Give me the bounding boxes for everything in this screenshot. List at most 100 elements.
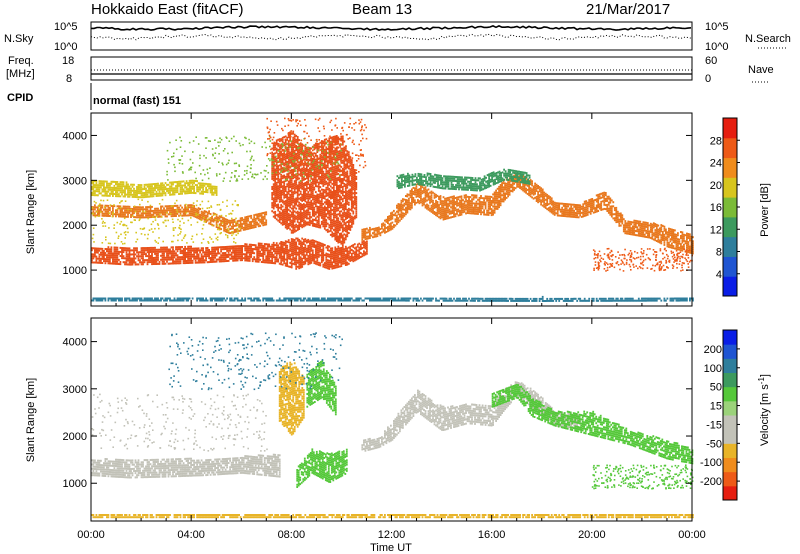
power-cell: [233, 249, 236, 252]
power-cell: [196, 184, 198, 187]
power-cell: [140, 249, 143, 252]
power-cell: [241, 249, 243, 251]
power-cell: [414, 199, 416, 202]
power-cell: [325, 256, 328, 259]
power-cell: [266, 257, 269, 260]
power-cell: [130, 193, 132, 196]
power-cell: [310, 208, 313, 211]
power-cell: [133, 195, 135, 198]
power-cell: [296, 170, 299, 173]
power-cell: [203, 255, 206, 258]
power-cell: [344, 249, 347, 252]
power-cell: [307, 201, 310, 204]
power-cell: [133, 216, 135, 219]
power-cell: [155, 184, 158, 187]
power-cell: [227, 253, 230, 256]
power-cell: [155, 207, 158, 210]
power-cell: [191, 259, 194, 262]
power-cell: [181, 186, 183, 189]
power-cell: [292, 221, 295, 224]
power-cell: [91, 247, 93, 250]
power-cell: [197, 186, 200, 189]
power-cell: [296, 194, 299, 197]
power-cell: [284, 244, 287, 247]
power-cell: [155, 213, 158, 216]
power-cell: [280, 253, 283, 256]
power-cell: [274, 248, 277, 251]
power-cell: [134, 191, 137, 194]
power-cell: [226, 247, 228, 250]
power-cell: [154, 211, 156, 214]
power-cell: [310, 196, 313, 198]
power-cell: [304, 167, 307, 170]
power-cell: [166, 250, 168, 253]
power-cell: [236, 257, 239, 260]
power-cell: [161, 254, 164, 257]
power-cell: [274, 164, 277, 167]
power-cell: [311, 164, 314, 166]
power-cell: [121, 183, 123, 186]
power-cell: [337, 265, 340, 268]
power-cell: [155, 248, 158, 251]
power-cell: [355, 208, 358, 211]
power-cell: [283, 174, 286, 177]
power-cell: [95, 182, 98, 185]
power-cell: [253, 222, 256, 225]
power-cell: [233, 253, 236, 256]
power-cell: [128, 263, 131, 266]
power-cell: [305, 211, 308, 214]
power-cell: [202, 213, 204, 216]
power-cell: [167, 258, 170, 261]
power-cell: [272, 189, 275, 192]
power-cell: [241, 245, 243, 247]
power-cell: [298, 265, 301, 268]
power-cell: [163, 211, 165, 214]
power-cell: [341, 262, 344, 265]
power-cell: [277, 244, 280, 247]
power-cell: [199, 192, 201, 195]
power-cell: [326, 249, 329, 252]
power-cell: [316, 261, 319, 264]
power-cell: [325, 258, 328, 261]
power-cell: [248, 249, 251, 252]
power-cell: [104, 188, 107, 191]
power-cell: [266, 261, 269, 264]
power-cell: [293, 143, 296, 146]
power-cell: [301, 171, 304, 174]
power-cell: [257, 248, 260, 251]
power-cell: [179, 192, 182, 195]
power-cell: [143, 249, 146, 252]
power-cell: [223, 248, 225, 251]
power-cell: [202, 184, 204, 187]
power-cell: [175, 181, 177, 184]
power-cell: [298, 238, 301, 241]
power-cell: [286, 244, 289, 247]
power-cell: [224, 260, 227, 263]
power-cell: [203, 253, 206, 256]
power-cell: [301, 253, 304, 256]
power-cell: [308, 221, 311, 224]
power-cell: [149, 183, 152, 186]
power-cell: [280, 206, 283, 209]
power-cell: [187, 259, 189, 262]
power-cell: [283, 188, 286, 191]
power-cell: [320, 250, 323, 253]
power-cell: [361, 236, 364, 239]
power-cell: [347, 177, 350, 180]
power-cell: [137, 253, 140, 256]
power-cell: [142, 247, 144, 250]
power-cell: [296, 178, 299, 181]
power-cell: [115, 246, 117, 249]
power-cell: [277, 246, 280, 249]
power-cell: [293, 204, 296, 207]
power-cell: [193, 257, 195, 260]
power-cell: [302, 243, 305, 245]
power-cell: [220, 224, 222, 227]
power-cell: [103, 260, 105, 263]
power-cell: [149, 191, 152, 194]
power-cell: [95, 259, 98, 262]
power-cell: [221, 258, 224, 261]
power-cell: [169, 262, 171, 265]
power-cell: [352, 210, 355, 213]
power-cell: [311, 190, 314, 193]
